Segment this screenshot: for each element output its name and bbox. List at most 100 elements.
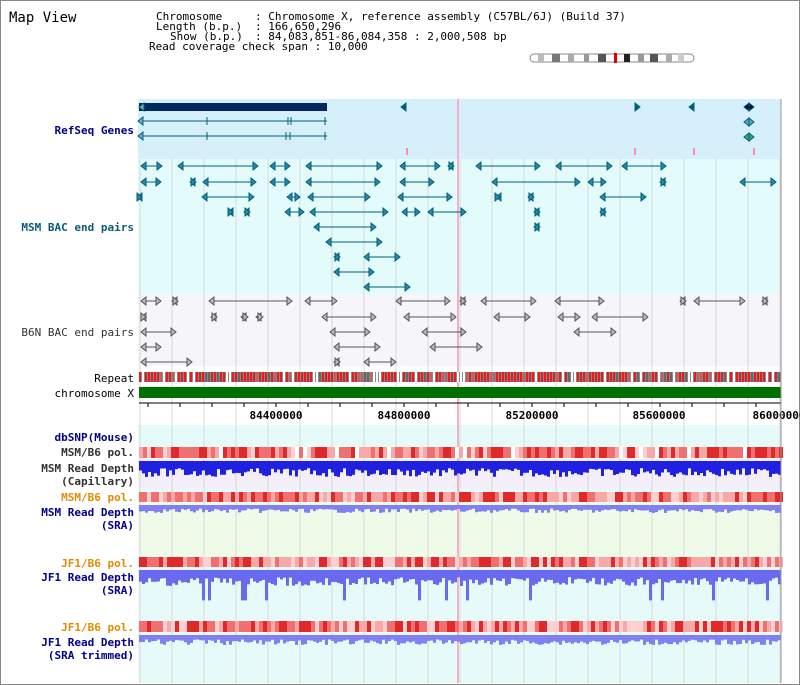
depth-bar: [394, 570, 397, 580]
depth-bar: [322, 570, 325, 585]
depth-bar: [700, 505, 703, 513]
pol-cell: [303, 492, 307, 502]
bac-end-marker: [186, 356, 193, 368]
depth-bar: [295, 461, 298, 477]
depth-bar: [604, 505, 607, 510]
repeat-bar: [142, 372, 144, 382]
depth-bar: [364, 461, 367, 471]
repeat-bar: [295, 372, 297, 382]
depth-bar: [238, 635, 241, 642]
depth-bar: [727, 461, 730, 472]
repeat-bar: [559, 372, 561, 382]
pol-cell: [535, 492, 539, 502]
track-label-msm-b6-pol-2[interactable]: MSM/B6 pol.: [61, 491, 134, 504]
track-label-repeat[interactable]: Repeat: [94, 372, 134, 385]
bac-end-marker: [448, 160, 455, 172]
depth-bar: [700, 635, 703, 643]
depth-bar: [139, 570, 142, 582]
depth-bar: [154, 505, 157, 513]
depth-bar: [442, 505, 445, 510]
depth-bar: [778, 505, 781, 513]
depth-bar: [295, 570, 298, 585]
pol-cell: [219, 557, 223, 567]
depth-bar: [313, 635, 316, 642]
pol-cell: [199, 447, 203, 458]
pol-cell: [747, 492, 751, 502]
pol-cell: [659, 447, 663, 458]
bac-end-marker: [554, 295, 561, 307]
depth-bar: [178, 570, 181, 581]
pol-cell: [251, 557, 255, 567]
depth-bar: [424, 570, 427, 582]
depth-bar: [679, 635, 682, 643]
pol-cell: [467, 557, 471, 567]
track-label-msm-b6-pol-1[interactable]: MSM/B6 pol.: [61, 446, 134, 459]
repeat-bar: [358, 372, 360, 382]
depth-bar: [220, 635, 223, 644]
depth-bar: [145, 635, 148, 640]
track-label-jf1-b6-pol-2[interactable]: JF1/B6 pol.: [61, 621, 134, 634]
pol-cell: [171, 492, 175, 502]
depth-bar: [175, 570, 178, 585]
track-label-msm-bac[interactable]: MSM BAC end pairs: [21, 221, 134, 234]
depth-bar: [355, 461, 358, 470]
depth-bar: [286, 570, 289, 586]
depth-bar: [754, 635, 757, 643]
track-label-chromosome[interactable]: chromosome X: [54, 387, 134, 400]
pol-cell: [515, 557, 519, 567]
depth-bar: [655, 461, 658, 475]
depth-bar: [679, 570, 682, 584]
track-label-msm-depth-cap[interactable]: MSM Read Depth (Capillary): [0, 462, 134, 488]
depth-bar: [373, 505, 376, 512]
depth-bar: [253, 570, 256, 582]
track-label-jf1-depth-sra[interactable]: JF1 Read Depth (SRA): [0, 571, 134, 597]
depth-bar: [409, 635, 412, 643]
repeat-bar: [766, 372, 768, 382]
depth-bar: [187, 505, 190, 509]
depth-bar: [673, 570, 676, 581]
pol-cell: [511, 492, 515, 502]
repeat-bar: [238, 372, 240, 382]
pol-cell: [675, 492, 679, 502]
depth-bar: [370, 505, 373, 512]
pol-cell: [231, 621, 235, 632]
depth-bar: [217, 635, 220, 640]
track-label-jf1-b6-pol-1[interactable]: JF1/B6 pol.: [61, 557, 134, 570]
depth-bar: [586, 635, 589, 645]
bac-end-marker: [286, 295, 293, 307]
repeat-bar: [286, 372, 288, 382]
depth-bar: [592, 570, 595, 578]
pol-cell: [631, 492, 635, 502]
bac-end-marker: [429, 341, 436, 353]
track-label-dbsnp[interactable]: dbSNP(Mouse): [54, 431, 134, 444]
depth-bar: [382, 461, 385, 475]
track-label-jf1-depth-trim[interactable]: JF1 Read Depth (SRA trimmed): [0, 636, 134, 662]
depth-bar: [415, 635, 418, 644]
track-label-b6n-bac[interactable]: B6N BAC end pairs: [21, 326, 134, 339]
depth-bar: [667, 461, 670, 473]
depth-bar: [694, 570, 697, 579]
repeat-bar: [418, 372, 420, 382]
depth-bar: [553, 635, 556, 642]
track-label-refseq[interactable]: RefSeq Genes: [54, 124, 134, 137]
depth-bar: [205, 505, 208, 510]
depth-bar: [304, 461, 307, 471]
depth-bar: [271, 461, 274, 469]
bac-end-marker: [364, 191, 371, 203]
depth-bar: [346, 635, 349, 640]
depth-bar: [211, 461, 214, 477]
bac-end-marker: [227, 206, 234, 218]
bac-end-marker: [374, 176, 381, 188]
pol-cell: [271, 621, 275, 632]
depth-bar: [403, 461, 406, 476]
bac-end-marker: [370, 311, 377, 323]
depth-bar: [166, 505, 169, 512]
pol-cell: [639, 447, 643, 458]
chromosome-ideogram-icon[interactable]: [528, 52, 698, 64]
bac-end-marker: [140, 160, 147, 172]
bac-end-marker: [404, 281, 411, 293]
depth-bar: [430, 461, 433, 476]
track-label-msm-depth-sra[interactable]: MSM Read Depth (SRA): [0, 506, 134, 532]
repeat-bar: [439, 372, 441, 382]
